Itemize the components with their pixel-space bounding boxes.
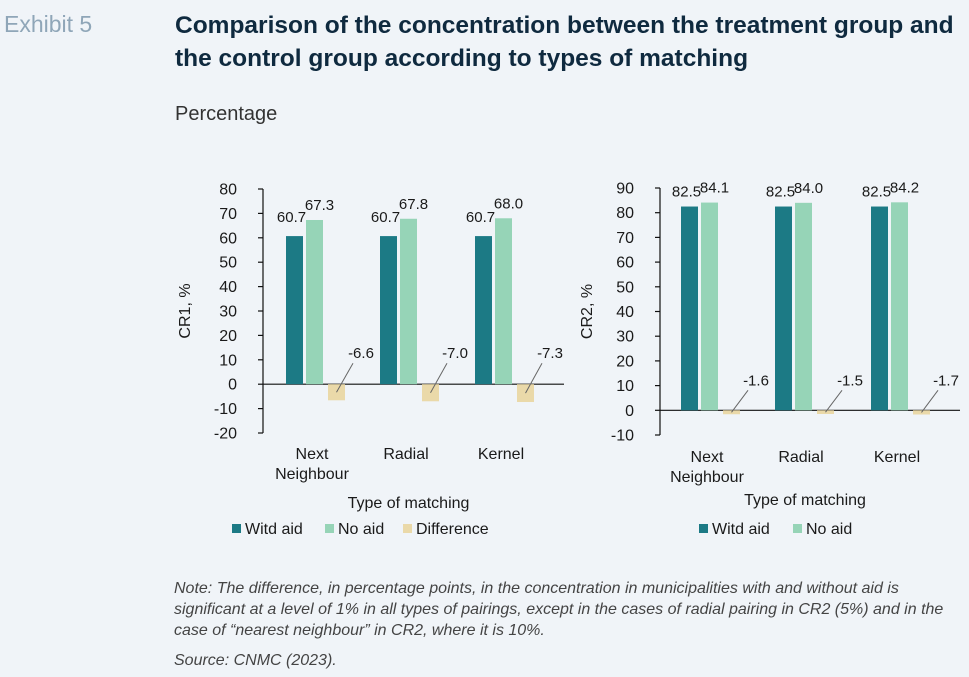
y-tick-label: 10 bbox=[616, 378, 634, 395]
y-tick-label: 40 bbox=[219, 279, 237, 296]
data-label: 84.1 bbox=[700, 180, 729, 197]
data-label-leader bbox=[525, 362, 543, 394]
y-tick-label: 40 bbox=[616, 304, 634, 321]
bar-difference bbox=[517, 384, 534, 403]
data-label: 82.5 bbox=[672, 184, 701, 201]
y-tick-label: 50 bbox=[219, 255, 237, 272]
y-tick-label: 70 bbox=[219, 206, 237, 223]
data-label: 82.5 bbox=[766, 184, 795, 201]
data-label: -1.6 bbox=[743, 372, 769, 389]
y-tick-label: 10 bbox=[219, 352, 237, 369]
data-label: 60.7 bbox=[371, 209, 400, 226]
y-tick-label: 50 bbox=[616, 279, 634, 296]
legend-swatch bbox=[699, 524, 708, 533]
data-label: 68.0 bbox=[494, 195, 523, 212]
y-tick-label: 0 bbox=[625, 403, 634, 420]
x-tick-label: Neighbour bbox=[670, 469, 745, 486]
y-tick-label: 60 bbox=[219, 230, 237, 247]
source-note: Source: CNMC (2023). bbox=[174, 652, 337, 669]
y-tick-label: 90 bbox=[616, 181, 634, 198]
y-tick-label: 20 bbox=[219, 328, 237, 345]
bar-with-aid bbox=[286, 236, 303, 385]
data-label: -7.3 bbox=[537, 345, 563, 362]
y-tick-label: -20 bbox=[214, 426, 237, 443]
bar-with-aid bbox=[380, 236, 397, 385]
data-label: 84.0 bbox=[794, 180, 823, 197]
legend-swatch bbox=[793, 524, 802, 533]
footnote: Note: The difference, in percentage poin… bbox=[174, 580, 944, 639]
x-tick-label: Next bbox=[691, 449, 724, 466]
legend-swatch bbox=[232, 524, 241, 533]
x-tick-label: Next bbox=[296, 446, 329, 463]
x-tick-label: Neighbour bbox=[275, 466, 350, 483]
data-label: -1.7 bbox=[933, 372, 959, 389]
data-label-leader bbox=[430, 362, 448, 393]
y-tick-label: 20 bbox=[616, 353, 634, 370]
bar-no-aid bbox=[306, 219, 323, 385]
y-tick-label: -10 bbox=[214, 401, 237, 418]
exhibit-label: Exhibit 5 bbox=[4, 11, 93, 37]
bar-no-aid bbox=[891, 202, 908, 411]
y-tick-label: 80 bbox=[219, 182, 237, 199]
bar-with-aid bbox=[681, 206, 698, 411]
x-tick-label: Kernel bbox=[478, 446, 524, 463]
bar-no-aid bbox=[701, 202, 718, 411]
legend-label: Witd aid bbox=[712, 521, 770, 538]
bar-with-aid bbox=[475, 236, 492, 385]
legend-swatch bbox=[403, 524, 412, 533]
chart-title: Comparison of the concentration between … bbox=[175, 12, 954, 72]
legend-label: No aid bbox=[806, 521, 852, 538]
data-label: -7.0 bbox=[442, 345, 468, 362]
bar-with-aid bbox=[871, 206, 888, 411]
data-label: -1.5 bbox=[837, 372, 863, 389]
y-tick-label: 70 bbox=[616, 230, 634, 247]
x-tick-label: Radial bbox=[383, 446, 428, 463]
legend-swatch bbox=[325, 524, 334, 533]
bar-no-aid bbox=[495, 218, 512, 385]
data-label-leader bbox=[825, 389, 843, 413]
y-axis-label: CR2, % bbox=[579, 284, 596, 339]
y-tick-label: 80 bbox=[616, 205, 634, 222]
y-tick-label: 30 bbox=[616, 329, 634, 346]
x-tick-label: Radial bbox=[778, 449, 823, 466]
data-label: 67.3 bbox=[305, 197, 334, 214]
data-label-leader bbox=[336, 362, 354, 393]
data-label: 60.7 bbox=[277, 209, 306, 226]
data-label: 84.2 bbox=[890, 179, 919, 196]
x-axis-label: Type of matching bbox=[744, 492, 866, 509]
legend-label: Witd aid bbox=[245, 521, 303, 538]
legend-label: No aid bbox=[338, 521, 384, 538]
legend-label: Difference bbox=[416, 521, 489, 538]
data-label: -6.6 bbox=[348, 345, 374, 362]
data-label: 82.5 bbox=[862, 184, 891, 201]
chart-subtitle: Percentage bbox=[175, 103, 278, 125]
y-tick-label: 0 bbox=[228, 377, 237, 394]
bar-with-aid bbox=[775, 206, 792, 411]
data-label: 67.8 bbox=[399, 196, 428, 213]
data-label: 60.7 bbox=[466, 209, 495, 226]
y-tick-label: 60 bbox=[616, 255, 634, 272]
data-label-leader bbox=[731, 389, 749, 413]
y-tick-label: -10 bbox=[611, 428, 634, 445]
y-axis-label: CR1, % bbox=[177, 283, 194, 338]
bar-no-aid bbox=[400, 218, 417, 385]
x-tick-label: Kernel bbox=[874, 449, 920, 466]
x-axis-label: Type of matching bbox=[348, 495, 470, 512]
data-label-leader bbox=[921, 390, 939, 413]
bar-no-aid bbox=[795, 202, 812, 411]
y-tick-label: 30 bbox=[219, 304, 237, 321]
